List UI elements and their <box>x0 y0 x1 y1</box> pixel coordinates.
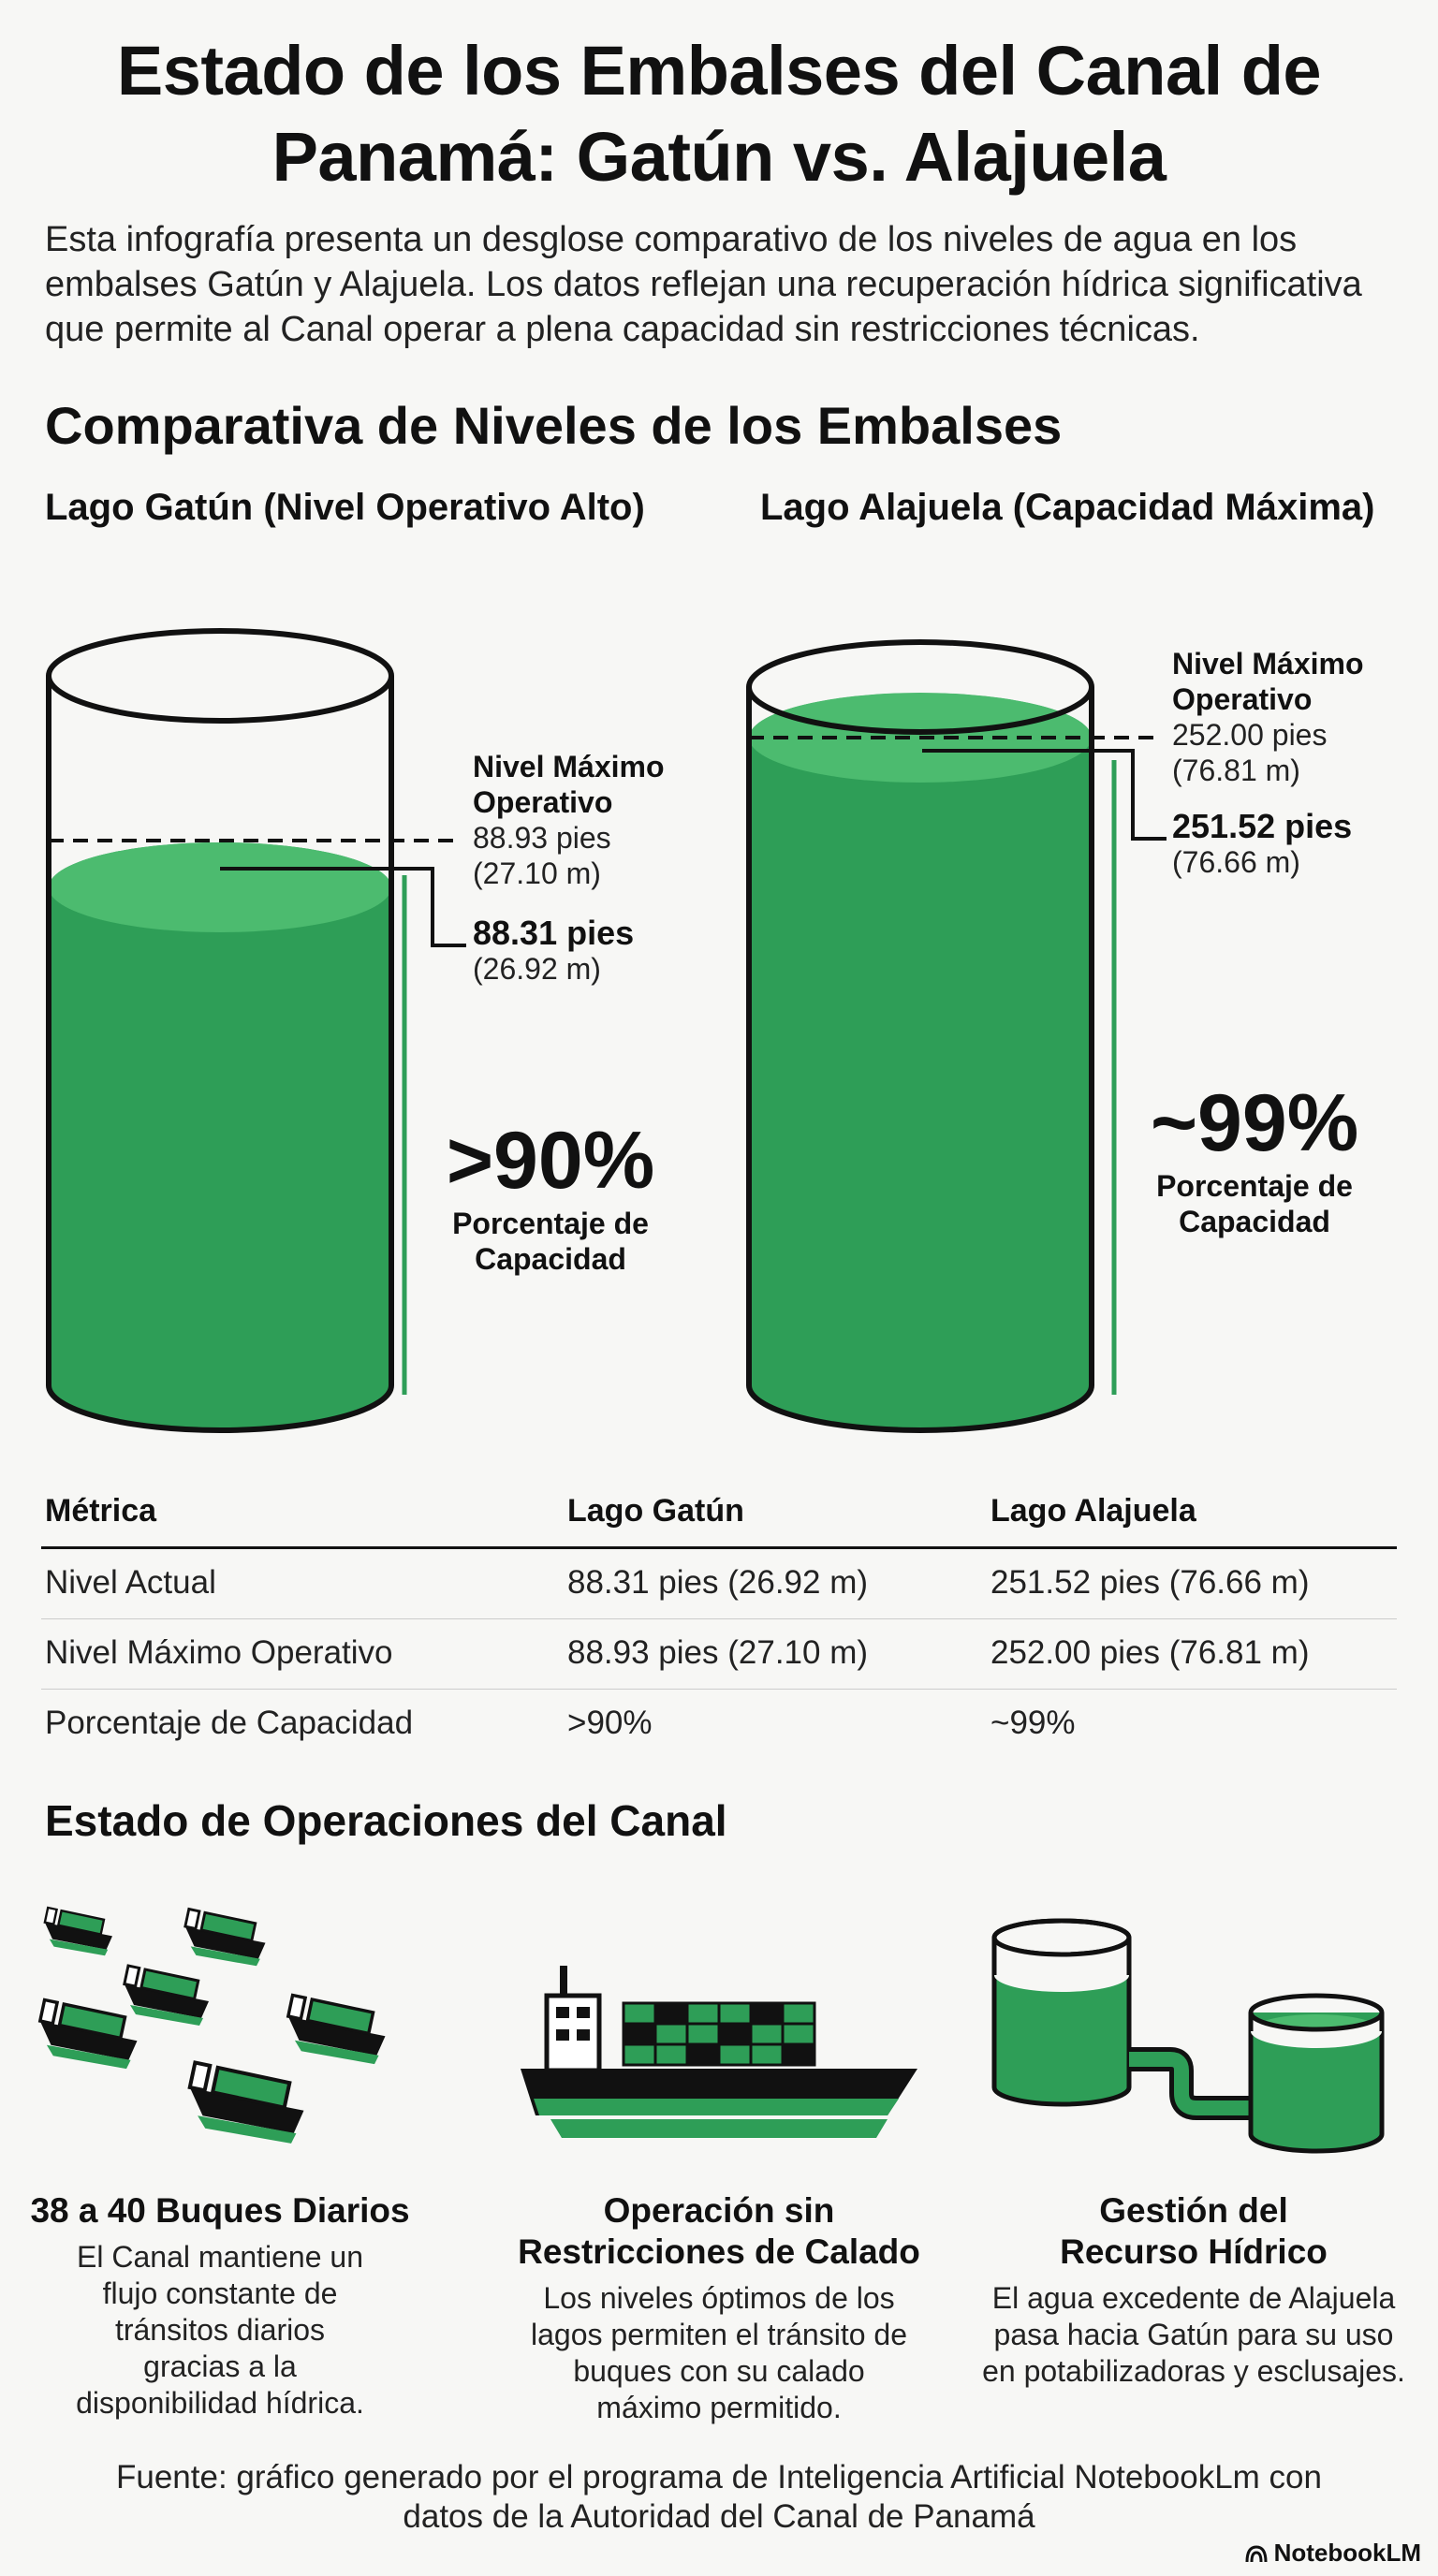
table-cell: 88.31 pies (26.92 m) <box>564 1547 987 1619</box>
alajuela-max-label: Nivel Máximo Operativo <box>1172 647 1364 716</box>
gatun-max-label: Nivel Máximo Operativo <box>473 750 665 819</box>
comparison-heading: Comparativa de Niveles de los Embalses <box>45 396 1063 455</box>
intro-paragraph: Esta infografía presenta un desglose com… <box>45 220 1362 349</box>
operation-no-draft-restrictions: Operación sin Restricciones de Calado Lo… <box>499 2190 939 2426</box>
gatun-pct: >90% <box>446 1116 655 1206</box>
alajuela-current-level-leader <box>922 749 1167 841</box>
alajuela-tank <box>746 639 1094 1433</box>
gatun-max-ft: 88.93 pies <box>473 821 611 855</box>
brand-name: NotebookLM <box>1273 2539 1421 2567</box>
table-cell: 251.52 pies (76.66 m) <box>987 1547 1397 1619</box>
source-note: Fuente: gráfico generado por el programa… <box>116 2459 1322 2535</box>
table-header: Lago Gatún <box>564 1474 987 1549</box>
table-cell: Nivel Máximo Operativo <box>41 1618 564 1690</box>
gatun-pct-label: Porcentaje de Capacidad <box>452 1207 649 1276</box>
notebooklm-logo: NotebookLM <box>1244 2539 1421 2568</box>
operation-body: Los niveles óptimos de los lagos permite… <box>531 2281 907 2424</box>
fleet-of-ships-icon <box>38 1906 388 2172</box>
gatun-title: Lago Gatún (Nivel Operativo Alto) <box>45 487 645 528</box>
alajuela-max-label-block: Nivel Máximo Operativo 252.00 pies (76.8… <box>1172 646 1406 788</box>
gatun-current-m: (26.92 m) <box>473 952 601 986</box>
container-ship-icon <box>521 1966 917 2138</box>
alajuela-title: Lago Alajuela (Capacidad Máxima) <box>760 487 1375 528</box>
gatun-current-block: 88.31 pies (26.92 m) <box>473 915 716 987</box>
table-row: Nivel Actual 88.31 pies (26.92 m) 251.52… <box>41 1547 1397 1619</box>
gatun-pct-block: >90% Porcentaje de Capacidad <box>429 1116 672 1277</box>
operation-title: 38 a 40 Buques Diarios <box>30 2191 410 2230</box>
connected-tanks-icon <box>991 1918 1385 2154</box>
notebooklm-icon <box>1245 2544 1268 2562</box>
table-header: Métrica <box>41 1474 564 1549</box>
alajuela-max-m: (76.81 m) <box>1172 754 1300 787</box>
operations-heading: Estado de Operaciones del Canal <box>45 1796 727 1845</box>
operation-title: Gestión del Recurso Hídrico <box>1060 2191 1328 2271</box>
table-cell: 252.00 pies (76.81 m) <box>987 1618 1397 1690</box>
metrics-table: Métrica Lago Gatún Lago Alajuela Nivel A… <box>41 1474 1397 1759</box>
alajuela-current-block: 251.52 pies (76.66 m) <box>1172 809 1416 880</box>
table-header: Lago Alajuela <box>987 1474 1397 1549</box>
alajuela-pct: ~99% <box>1150 1078 1359 1168</box>
gatun-max-m: (27.10 m) <box>473 856 601 890</box>
operation-body: El agua excedente de Alajuela pasa hacia… <box>982 2281 1405 2388</box>
gatun-current-level-leader <box>220 867 466 947</box>
alajuela-current-ft: 251.52 pies <box>1172 807 1353 845</box>
operation-water-management: Gestión del Recurso Hídrico El agua exce… <box>974 2190 1414 2390</box>
operation-daily-ships: 38 a 40 Buques Diarios El Canal mantiene… <box>0 2190 440 2422</box>
alajuela-pct-label: Porcentaje de Capacidad <box>1156 1169 1353 1238</box>
table-cell: ~99% <box>990 1705 1076 1741</box>
alajuela-max-ft: 252.00 pies <box>1172 718 1328 752</box>
table-row: Porcentaje de Capacidad >90% ~99% <box>41 1690 1397 1760</box>
page-title: Estado de los Embalses del Canal de Pana… <box>116 32 1322 196</box>
table-row: Nivel Máximo Operativo 88.93 pies (27.10… <box>41 1618 1397 1690</box>
reservoir-tanks <box>46 628 1167 1433</box>
gatun-tank <box>46 628 394 1433</box>
operation-title: Operación sin Restricciones de Calado <box>518 2191 920 2271</box>
gatun-current-ft: 88.31 pies <box>473 914 635 952</box>
alajuela-current-m: (76.66 m) <box>1172 845 1300 879</box>
table-cell: Porcentaje de Capacidad <box>45 1705 414 1741</box>
table-header-row: Métrica Lago Gatún Lago Alajuela <box>41 1474 1397 1549</box>
table-cell: >90% <box>567 1705 653 1741</box>
operation-body: El Canal mantiene un flujo constante de … <box>76 2240 364 2420</box>
table-cell: 88.93 pies (27.10 m) <box>564 1618 987 1690</box>
alajuela-pct-block: ~99% Porcentaje de Capacidad <box>1133 1078 1376 1239</box>
gatun-max-label-block: Nivel Máximo Operativo 88.93 pies (27.10… <box>473 749 716 891</box>
table-cell: Nivel Actual <box>41 1547 564 1619</box>
